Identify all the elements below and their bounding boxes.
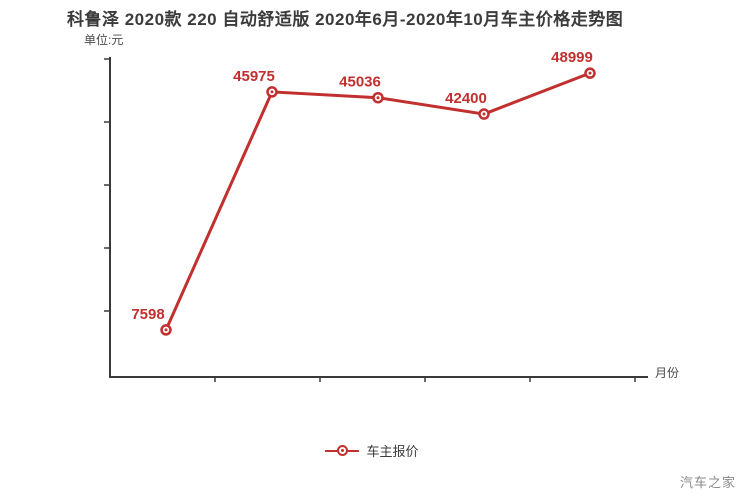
data-point-label: 7598: [131, 306, 164, 323]
data-point-label: 45975: [233, 68, 275, 85]
legend-item-owner-price[interactable]: 车主报价: [0, 441, 744, 460]
chart-title: 科鲁泽 2020款 220 自动舒适版 2020年6月-2020年10月车主价格…: [67, 10, 624, 29]
data-point-marker-dot: [164, 328, 168, 332]
data-point-label: 48999: [551, 49, 593, 66]
data-point-label: 42400: [445, 90, 487, 107]
data-point-marker-dot: [482, 112, 486, 116]
legend-line-marker-icon: [325, 445, 360, 456]
data-point-marker-dot: [588, 71, 592, 75]
data-point-marker-dot: [270, 90, 274, 94]
y-axis-unit-label: 单位:元: [84, 33, 124, 47]
data-point-marker-dot: [376, 96, 380, 100]
watermark-autohome: 汽车之家: [679, 475, 736, 490]
data-point-label: 45036: [339, 74, 381, 91]
series-line-owner-price: [164, 71, 591, 331]
legend-label: 车主报价: [366, 444, 419, 459]
x-axis-label: 月份: [655, 366, 680, 380]
